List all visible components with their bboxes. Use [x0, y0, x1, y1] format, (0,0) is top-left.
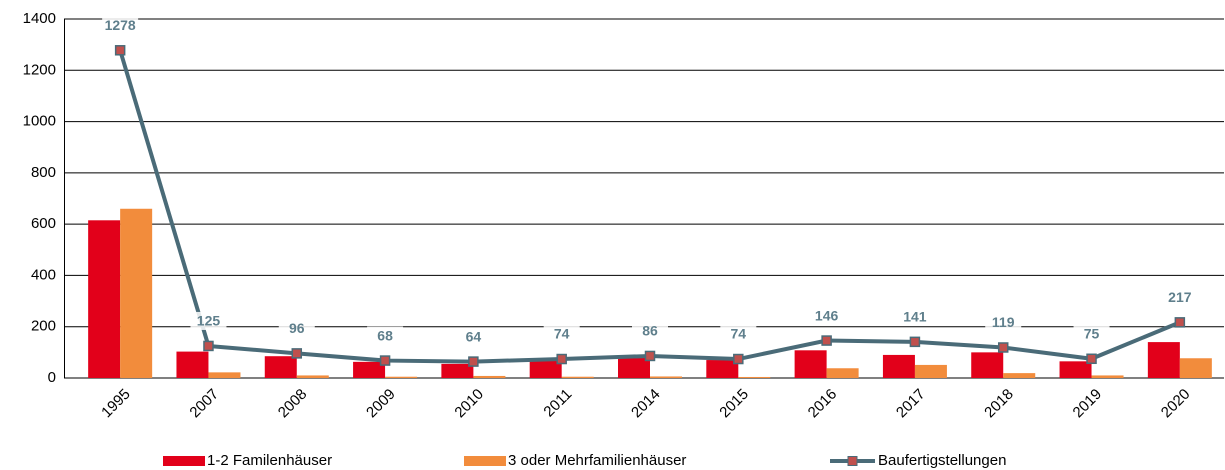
marker: [203, 340, 214, 352]
data-label-bg: [985, 313, 1022, 332]
marker: [997, 342, 1009, 353]
legend-swatch: [163, 456, 205, 466]
bar: [618, 357, 650, 378]
bar: [826, 368, 859, 378]
data-label: 68: [377, 327, 393, 343]
marker: [733, 353, 744, 365]
data-label: 125: [197, 313, 221, 329]
data-label-bg: [102, 16, 139, 35]
data-label: 74: [731, 326, 747, 342]
data-label: 141: [903, 309, 927, 325]
x-tick-label: 2015: [716, 386, 752, 422]
marker: [1174, 317, 1186, 328]
data-label-bg: [632, 321, 668, 340]
x-tick-label: 2007: [186, 386, 222, 422]
bar: [208, 372, 241, 378]
marker: [821, 335, 832, 346]
data-label-bg: [896, 307, 933, 326]
marker: [114, 45, 126, 56]
data-label: 217: [1168, 289, 1192, 305]
marker: [556, 353, 567, 365]
x-tick-label: 2017: [893, 386, 929, 422]
data-label-bg: [455, 327, 492, 346]
marker: [468, 356, 479, 367]
bar: [706, 360, 739, 378]
y-tick-label: 600: [31, 215, 56, 232]
bar: [1091, 375, 1124, 378]
bar: [971, 352, 1004, 378]
data-label-bg: [190, 311, 227, 330]
data-label: 74: [554, 326, 570, 342]
data-label-bg: [720, 325, 757, 344]
marker: [379, 355, 391, 366]
marker: [644, 350, 656, 362]
data-label: 119: [992, 314, 1015, 330]
bar: [264, 356, 297, 378]
bar: [296, 375, 329, 378]
x-tick-label: 2018: [981, 386, 1017, 422]
bar: [353, 361, 386, 378]
legend-marker: [847, 456, 858, 466]
bar: [120, 208, 153, 378]
x-tick-label: 2008: [275, 386, 311, 422]
x-tick-label: 2016: [805, 386, 841, 422]
bar: [529, 360, 562, 378]
y-tick-label: 800: [31, 164, 56, 181]
x-tick-label: 2009: [363, 386, 399, 422]
bar: [794, 350, 827, 378]
bar: [882, 354, 915, 378]
data-label: 146: [815, 307, 839, 323]
bar: [1179, 358, 1212, 378]
x-tick-label: 1995: [98, 386, 134, 422]
y-tick-label: 1000: [23, 113, 56, 130]
x-tick-label: 2019: [1070, 386, 1106, 422]
y-tick-label: 1400: [23, 10, 56, 27]
bar: [441, 363, 474, 378]
bar: [385, 376, 418, 378]
data-label: 1278: [105, 17, 136, 33]
bar: [176, 351, 209, 378]
x-tick-label: 2020: [1158, 386, 1194, 422]
bar: [650, 376, 682, 378]
data-label: 86: [642, 323, 658, 339]
legend-swatch: [464, 456, 506, 466]
x-tick-label: 2011: [540, 386, 575, 421]
y-tick-label: 200: [31, 318, 56, 335]
y-tick-label: 400: [31, 266, 56, 283]
data-label-bg: [367, 326, 404, 345]
marker: [1086, 353, 1097, 365]
marker: [291, 348, 303, 359]
y-tick-label: 0: [48, 369, 56, 386]
marker: [909, 336, 921, 348]
x-tick-label: 2014: [628, 386, 664, 422]
data-label-bg: [1073, 324, 1110, 343]
legend-label: 1-2 Familenhäuser: [207, 452, 332, 469]
bar: [1003, 373, 1036, 378]
data-label-bg: [808, 306, 845, 325]
bar: [561, 376, 594, 378]
data-label: 64: [466, 328, 482, 344]
bar: [738, 376, 771, 378]
bar: [88, 220, 121, 378]
data-label: 75: [1084, 325, 1100, 341]
y-tick-label: 1200: [23, 61, 56, 78]
bar: [1059, 361, 1092, 378]
legend-label: 3 oder Mehrfamilienhäuser: [508, 452, 686, 469]
legend-label: Baufertigstellungen: [878, 452, 1006, 469]
data-label: 96: [289, 320, 305, 336]
data-label-bg: [543, 325, 580, 344]
x-tick-label: 2010: [451, 386, 487, 422]
data-label-bg: [278, 319, 315, 338]
bar: [914, 364, 947, 378]
bar: [1147, 342, 1180, 378]
bar: [473, 375, 506, 378]
data-label-bg: [1161, 288, 1198, 307]
